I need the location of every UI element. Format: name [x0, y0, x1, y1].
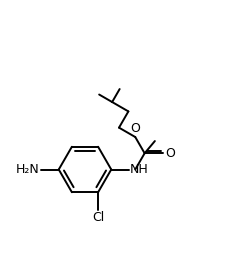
Text: H₂N: H₂N [16, 163, 40, 176]
Text: O: O [130, 121, 140, 135]
Text: O: O [166, 147, 175, 160]
Text: Cl: Cl [92, 211, 104, 224]
Text: NH: NH [130, 163, 148, 176]
